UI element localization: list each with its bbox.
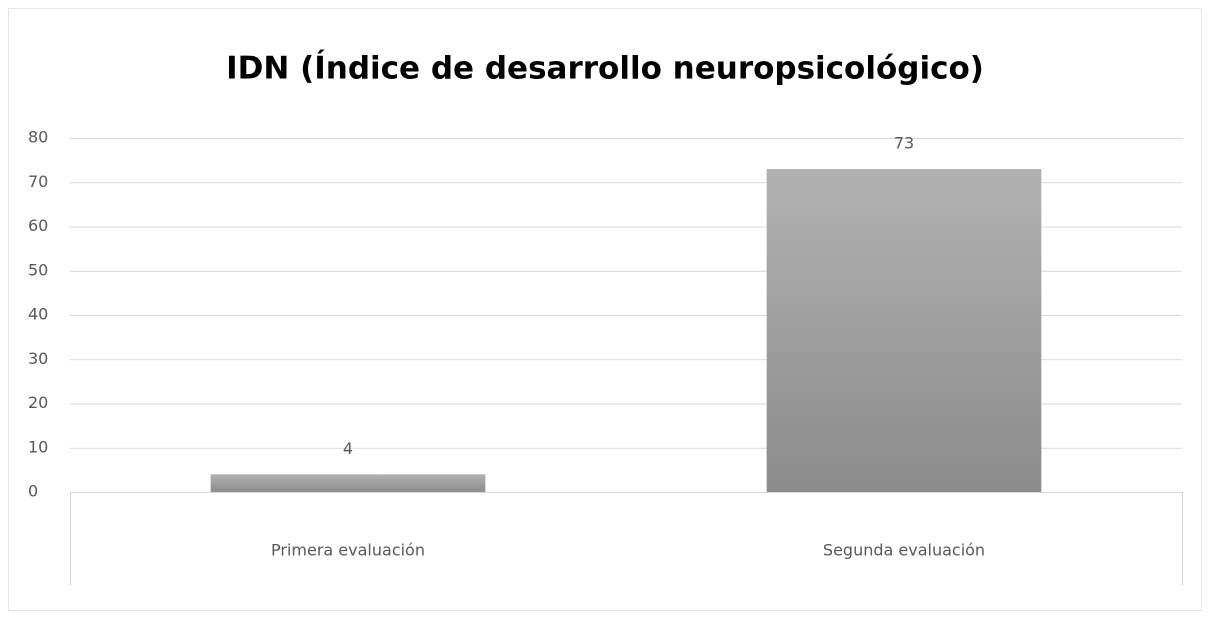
y-tick-label: 80 [28,128,48,147]
data-label: 4 [343,439,353,458]
y-tick-label: 20 [28,393,48,412]
y-tick-label: 30 [28,349,48,368]
y-tick-label: 40 [28,305,48,324]
y-tick-label: 0 [28,482,38,501]
x-tick-label: Segunda evaluación [823,541,985,560]
chart-title: IDN (Índice de desarrollo neuropsicológi… [226,51,984,87]
y-tick-label: 50 [28,260,48,279]
y-tick-label: 70 [28,172,48,191]
y-tick-label: 10 [28,437,48,456]
data-label: 73 [894,133,914,152]
bar [766,168,1042,492]
x-tick-label: Primera evaluación [271,541,425,560]
y-tick-label: 60 [28,216,48,235]
bar [210,474,486,492]
